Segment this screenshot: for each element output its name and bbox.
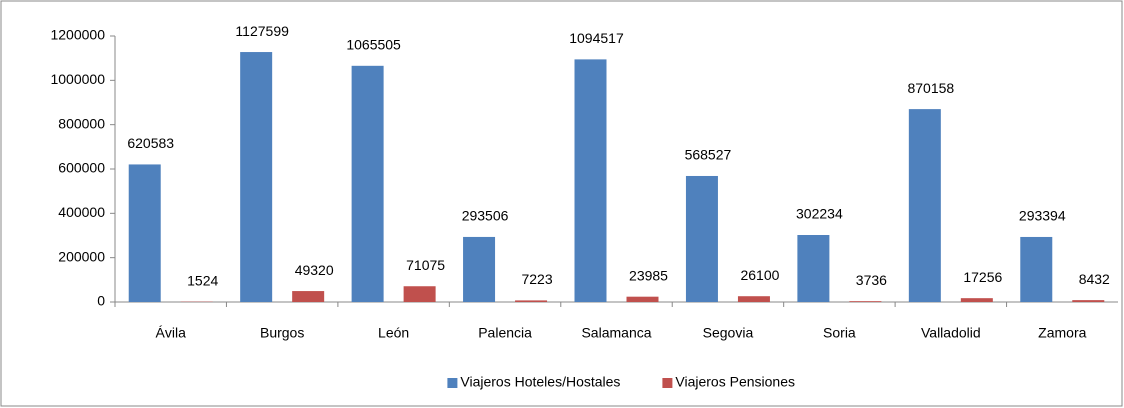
bar xyxy=(1072,300,1105,302)
data-label: 870158 xyxy=(907,80,954,96)
bar xyxy=(351,65,384,303)
data-label: 302234 xyxy=(796,206,843,222)
y-tick-label: 200000 xyxy=(58,248,105,264)
data-label: 23985 xyxy=(629,267,668,283)
data-label: 49320 xyxy=(295,262,334,278)
legend-swatch xyxy=(447,378,458,388)
bar xyxy=(737,296,770,302)
legend-swatch xyxy=(662,378,673,388)
y-tick-label: 1000000 xyxy=(50,71,105,87)
data-label: 71075 xyxy=(406,257,445,273)
x-tick-label: Ávila xyxy=(156,325,187,341)
data-label: 8432 xyxy=(1079,271,1110,287)
bar xyxy=(128,164,161,302)
y-tick-label: 0 xyxy=(97,293,105,309)
bar xyxy=(515,300,548,302)
data-label: 3736 xyxy=(856,272,887,288)
bar xyxy=(463,236,496,302)
bar xyxy=(1020,236,1053,302)
x-tick-label: Salamanca xyxy=(581,325,651,341)
bar xyxy=(292,291,325,302)
bar xyxy=(574,59,607,302)
data-label: 26100 xyxy=(740,267,779,283)
data-label: 17256 xyxy=(963,269,1002,285)
y-tick-label: 1200000 xyxy=(50,27,105,43)
y-tick-label: 600000 xyxy=(58,160,105,176)
bar xyxy=(797,235,830,302)
x-tick-label: Segovia xyxy=(703,325,754,341)
data-label: 620583 xyxy=(127,135,174,151)
bar xyxy=(626,296,659,302)
bar xyxy=(849,301,882,302)
x-tick-label: Soria xyxy=(823,325,856,341)
data-label: 293394 xyxy=(1019,208,1066,224)
y-tick-label: 800000 xyxy=(58,115,105,131)
data-label: 1065505 xyxy=(346,37,401,53)
x-tick-label: León xyxy=(378,325,409,341)
data-label: 7223 xyxy=(521,271,552,287)
bar xyxy=(685,175,718,302)
legend-label: Viajeros Pensiones xyxy=(675,374,795,390)
y-tick-label: 400000 xyxy=(58,204,105,220)
data-label: 1524 xyxy=(187,272,218,288)
x-tick-label: Palencia xyxy=(478,325,532,341)
data-label: 1127599 xyxy=(235,23,289,39)
legend-label: Viajeros Hoteles/Hostales xyxy=(460,374,620,390)
data-label: 293506 xyxy=(462,208,509,224)
bar xyxy=(908,109,941,302)
bar xyxy=(403,286,436,302)
bar xyxy=(960,298,993,302)
x-tick-label: Valladolid xyxy=(921,325,981,341)
data-label: 1094517 xyxy=(569,30,624,46)
data-label: 568527 xyxy=(685,147,732,163)
x-tick-label: Zamora xyxy=(1038,325,1086,341)
x-tick-label: Burgos xyxy=(260,325,304,341)
bar xyxy=(240,52,273,302)
